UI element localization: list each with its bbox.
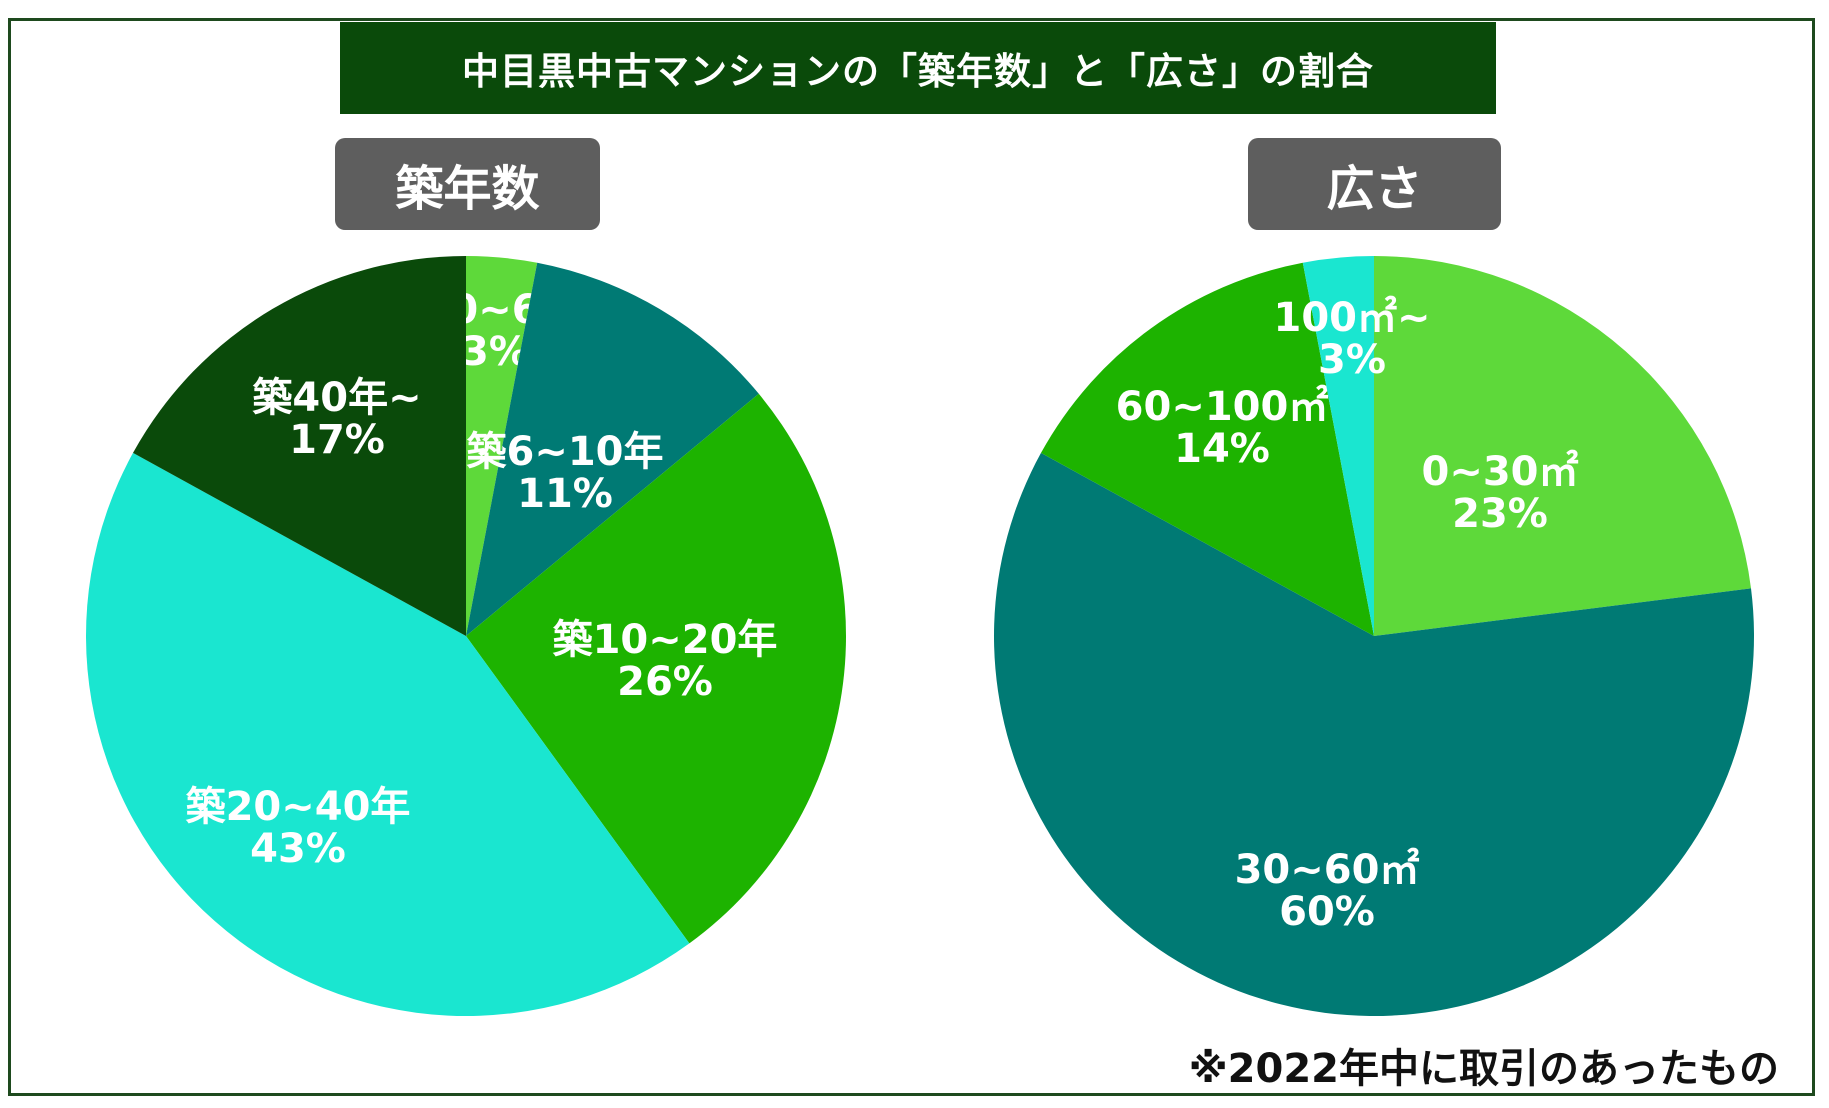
slice-label: 60~100㎡ bbox=[1116, 384, 1329, 430]
slice-label: 築10~20年 bbox=[553, 617, 778, 663]
slice-label: 0~30㎡ bbox=[1421, 449, 1578, 495]
slice-label: 築40年~ bbox=[252, 375, 421, 421]
slice-value-label: 17% bbox=[289, 417, 385, 463]
slice-label: 築6~10年 bbox=[466, 429, 663, 475]
slice-label: 築20~40年 bbox=[186, 784, 411, 830]
footnote: ※2022年中に取引のあったもの bbox=[1188, 1046, 1779, 1092]
pie-slice bbox=[1041, 262, 1374, 636]
chart-title: 中目黒中古マンションの「築年数」と「広さ」の割合 bbox=[340, 22, 1496, 114]
pie-slice bbox=[466, 256, 538, 636]
age-chart-title: 築年数 bbox=[335, 138, 600, 230]
slice-label: 100㎡~ bbox=[1273, 295, 1430, 341]
slice-value-label: 23% bbox=[1452, 491, 1548, 537]
size-chart-title: 広さ bbox=[1248, 138, 1501, 230]
slice-value-label: 14% bbox=[1174, 426, 1270, 472]
slice-value-label: 60% bbox=[1279, 889, 1375, 935]
slice-value-label: 11% bbox=[517, 471, 613, 517]
slice-value-label: 43% bbox=[250, 826, 346, 872]
pie-slice bbox=[1374, 256, 1752, 636]
slice-value-label: 26% bbox=[617, 659, 713, 705]
pie-slice bbox=[1302, 256, 1374, 636]
pie-slice bbox=[85, 452, 690, 1017]
slice-value-label: 3% bbox=[1318, 337, 1386, 383]
pie-slice bbox=[466, 393, 847, 944]
pie-slice bbox=[994, 452, 1754, 1016]
pie-slice bbox=[466, 262, 759, 636]
pie-slice bbox=[133, 256, 466, 636]
slice-label: 30~60㎡ bbox=[1235, 847, 1420, 893]
